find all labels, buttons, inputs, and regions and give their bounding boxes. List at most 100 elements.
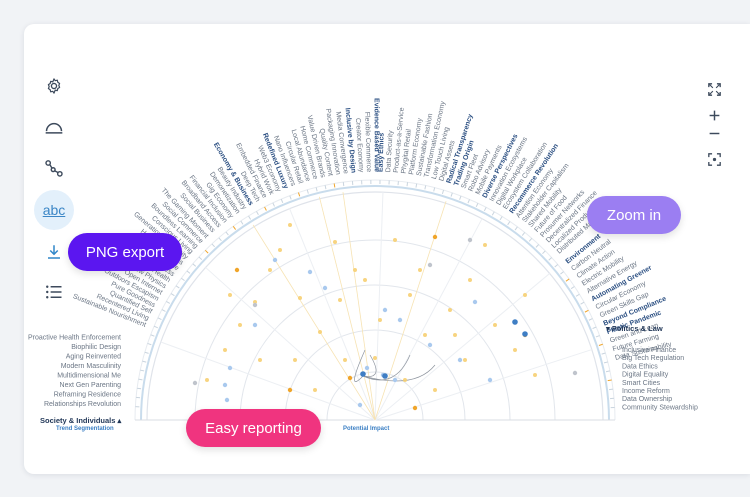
- arc-tick: [232, 226, 237, 230]
- arc-tick: [157, 317, 162, 320]
- arc-tick: [560, 271, 564, 275]
- trend-dot: [373, 356, 377, 360]
- arc-tick: [521, 232, 526, 236]
- trend-label: Proactive Health Enforcement: [28, 335, 121, 342]
- trend-dot: [523, 293, 527, 297]
- trend-label: Evidence Based Value: [373, 98, 380, 172]
- arc-tick: [514, 226, 518, 231]
- trend-dot: [513, 348, 517, 352]
- radar-highlight-spoke: [342, 192, 376, 421]
- arc-tick: [144, 351, 149, 354]
- trend-label: Multidimensional Me: [57, 373, 121, 380]
- download-button[interactable]: [34, 232, 74, 272]
- trend-dot: [288, 223, 292, 227]
- arc-tick: [450, 192, 453, 197]
- trend-label: Next Gen Parenting: [60, 382, 122, 389]
- trend-dot: [360, 371, 366, 377]
- settings-button[interactable]: [34, 66, 74, 106]
- trend-dot: [448, 308, 452, 312]
- arc-tick: [333, 183, 336, 188]
- trend-dot: [278, 248, 282, 252]
- trend-dot: [322, 285, 328, 291]
- trend-label: Relationships Revolution: [44, 401, 121, 408]
- arc-tick: [607, 379, 612, 382]
- arc-tick: [441, 189, 445, 194]
- trend-dot: [192, 380, 198, 386]
- arc-tick: [324, 185, 327, 190]
- focus-button[interactable]: [700, 148, 728, 170]
- left-toolbar: abc: [34, 60, 78, 316]
- fullscreen-button[interactable]: [700, 78, 728, 100]
- link-line: [362, 354, 411, 381]
- trend-label: Data Security: [385, 130, 395, 173]
- radar-ring: [146, 191, 604, 421]
- arc-tick: [542, 250, 546, 255]
- trend-dot: [253, 300, 257, 304]
- trend-label: Smart Cities: [622, 380, 661, 387]
- trend-label: Inclusive Finance: [622, 347, 676, 354]
- link-line: [362, 354, 377, 377]
- download-icon: [48, 245, 60, 259]
- arc-tick: [570, 286, 575, 290]
- arc-tick: [170, 293, 175, 297]
- trend-label: Reframing Residence: [54, 392, 121, 399]
- arc-tick: [499, 216, 503, 221]
- zoom-out-button[interactable]: [700, 122, 728, 144]
- plus-icon: [709, 110, 719, 120]
- arc-tick: [315, 187, 318, 192]
- radar-ring: [239, 284, 511, 421]
- radar-spoke: [205, 267, 376, 421]
- trend-label: Income Reform: [622, 388, 670, 395]
- arc-tick: [175, 285, 180, 289]
- arc-tick: [186, 270, 191, 274]
- trend-label: Digital Equality: [622, 372, 669, 379]
- trend-dot: [228, 293, 232, 297]
- trend-dot: [487, 377, 493, 383]
- arc-tick: [211, 243, 216, 248]
- zoom-in-button[interactable]: [700, 104, 728, 126]
- trend-dot: [287, 387, 293, 393]
- trend-dot: [238, 323, 242, 327]
- trend-dot: [307, 269, 313, 275]
- zoom-in-callout: Zoom in: [587, 196, 681, 234]
- trend-label: Easy Ethics: [377, 133, 385, 173]
- arc-tick: [166, 301, 171, 304]
- link-line: [362, 364, 436, 382]
- gear-icon: [47, 78, 61, 94]
- radar-spoke: [374, 218, 483, 421]
- radar-spoke: [160, 341, 376, 421]
- arc-tick: [459, 195, 462, 200]
- network-view-button[interactable]: [34, 148, 74, 188]
- zoom-in-label: Zoom in: [606, 206, 662, 224]
- easy-reporting-label: Easy reporting: [205, 419, 302, 437]
- radar-highlight-spoke: [318, 196, 376, 421]
- list-view-button[interactable]: [34, 272, 74, 312]
- trend-dot: [427, 342, 433, 348]
- trend-dot: [433, 388, 437, 392]
- arc-view-button[interactable]: [34, 107, 74, 147]
- arc-tick: [150, 334, 155, 337]
- trend-dot: [272, 257, 278, 263]
- semicircle-icon: [45, 122, 63, 134]
- arc-tick: [415, 183, 418, 188]
- arc-tick: [264, 206, 267, 211]
- expand-icon: [707, 82, 721, 96]
- arc-tick: [535, 244, 540, 248]
- trend-dot: [467, 237, 473, 243]
- trend-dot: [234, 267, 240, 273]
- trend-label: Aging Reinvented: [66, 354, 121, 361]
- arc-tick: [424, 185, 427, 190]
- group-society-label: Society & Individuals ▴: [40, 416, 123, 425]
- trend-dot: [378, 318, 382, 322]
- labels-toggle-button[interactable]: abc: [34, 190, 74, 230]
- arc-tick: [289, 195, 292, 200]
- arc-tick: [580, 301, 585, 305]
- trend-dot: [408, 293, 412, 297]
- trend-dot: [353, 268, 357, 272]
- arc-tick: [204, 249, 209, 254]
- trend-dot: [268, 268, 272, 272]
- arc-tick: [140, 369, 145, 372]
- trend-dot: [222, 382, 228, 388]
- trend-dot: [382, 373, 388, 379]
- arc-tick: [256, 211, 259, 216]
